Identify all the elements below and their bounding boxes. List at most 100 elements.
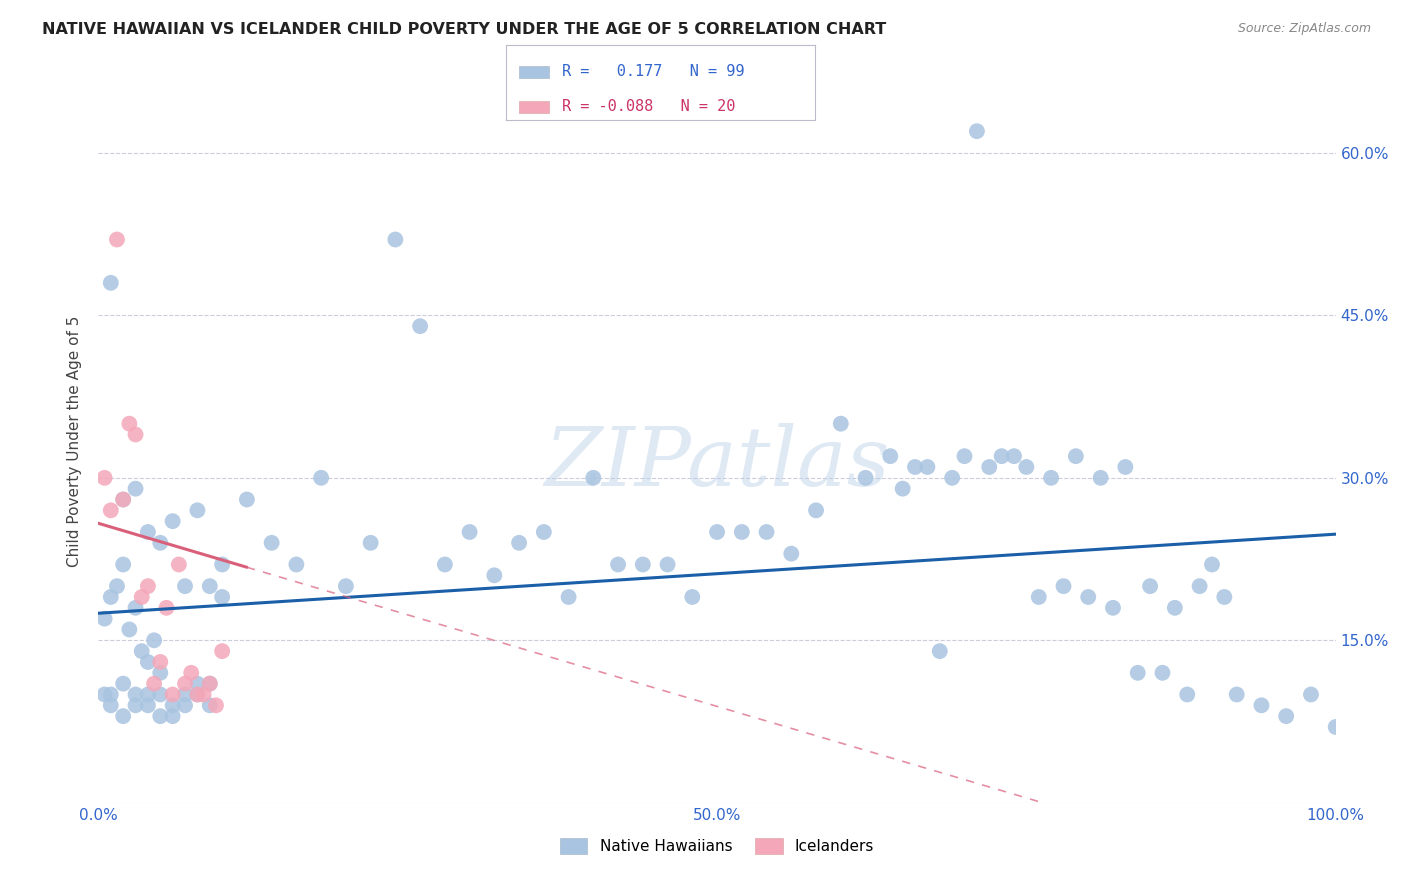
Point xyxy=(755,524,778,539)
Point xyxy=(657,558,679,572)
Point xyxy=(879,449,901,463)
Point xyxy=(1250,698,1272,713)
Point xyxy=(360,536,382,550)
Point xyxy=(149,655,172,669)
Point xyxy=(112,709,135,723)
Point xyxy=(979,460,1001,475)
FancyBboxPatch shape xyxy=(519,66,550,78)
Point xyxy=(458,524,481,539)
Point xyxy=(112,492,135,507)
Point xyxy=(136,524,159,539)
Point xyxy=(186,688,208,702)
Point xyxy=(1040,471,1063,485)
Point xyxy=(174,698,197,713)
Point xyxy=(928,644,950,658)
Point xyxy=(136,579,159,593)
Point xyxy=(136,688,159,702)
Point xyxy=(124,600,146,615)
Point xyxy=(186,503,208,517)
Point xyxy=(1126,665,1149,680)
Point xyxy=(124,482,146,496)
Point xyxy=(143,676,166,690)
Point xyxy=(285,558,308,572)
Point xyxy=(1175,688,1198,702)
Point xyxy=(143,633,166,648)
Point xyxy=(198,676,221,690)
Point xyxy=(149,709,172,723)
Point xyxy=(335,579,357,593)
Legend: Native Hawaiians, Icelanders: Native Hawaiians, Icelanders xyxy=(554,832,880,860)
Point xyxy=(112,492,135,507)
Point xyxy=(607,558,630,572)
Point xyxy=(149,536,172,550)
Point xyxy=(731,524,754,539)
Y-axis label: Child Poverty Under the Age of 5: Child Poverty Under the Age of 5 xyxy=(67,316,83,567)
Point xyxy=(917,460,939,475)
FancyBboxPatch shape xyxy=(519,101,550,112)
Point xyxy=(966,124,988,138)
Point xyxy=(631,558,654,572)
Point xyxy=(1002,449,1025,463)
Point xyxy=(1077,590,1099,604)
Point xyxy=(211,558,233,572)
Point xyxy=(180,665,202,680)
Point xyxy=(1275,709,1298,723)
Point xyxy=(533,524,555,539)
Point xyxy=(706,524,728,539)
Point xyxy=(193,688,215,702)
Point xyxy=(118,623,141,637)
Point xyxy=(186,676,208,690)
Point xyxy=(953,449,976,463)
Point xyxy=(198,676,221,690)
Point xyxy=(167,558,190,572)
Point xyxy=(93,688,115,702)
Point xyxy=(1102,600,1125,615)
Point xyxy=(136,698,159,713)
Point xyxy=(1090,471,1112,485)
Point xyxy=(131,644,153,658)
Point xyxy=(1064,449,1087,463)
Point xyxy=(1114,460,1136,475)
Point xyxy=(1139,579,1161,593)
Point xyxy=(855,471,877,485)
Point xyxy=(582,471,605,485)
Point xyxy=(100,590,122,604)
Text: Source: ZipAtlas.com: Source: ZipAtlas.com xyxy=(1237,22,1371,36)
Point xyxy=(508,536,530,550)
Point xyxy=(1299,688,1322,702)
Point xyxy=(1015,460,1038,475)
Point xyxy=(990,449,1012,463)
Point xyxy=(100,698,122,713)
Point xyxy=(174,676,197,690)
Text: R =   0.177   N = 99: R = 0.177 N = 99 xyxy=(562,64,744,79)
Point xyxy=(174,579,197,593)
Point xyxy=(1152,665,1174,680)
Point xyxy=(891,482,914,496)
Point xyxy=(904,460,927,475)
Point xyxy=(1201,558,1223,572)
Text: ZIPatlas: ZIPatlas xyxy=(544,423,890,503)
Point xyxy=(198,579,221,593)
Point xyxy=(112,558,135,572)
Point xyxy=(384,233,406,247)
Point xyxy=(105,579,128,593)
Text: R = -0.088   N = 20: R = -0.088 N = 20 xyxy=(562,99,735,114)
Point xyxy=(124,688,146,702)
Point xyxy=(105,233,128,247)
Point xyxy=(149,688,172,702)
Point xyxy=(211,644,233,658)
Point xyxy=(186,688,208,702)
Point xyxy=(484,568,506,582)
Point xyxy=(1164,600,1187,615)
Point xyxy=(433,558,456,572)
Point xyxy=(124,427,146,442)
Point xyxy=(236,492,259,507)
Point xyxy=(162,514,184,528)
Point xyxy=(198,698,221,713)
Point xyxy=(162,688,184,702)
Point xyxy=(409,319,432,334)
Point xyxy=(211,590,233,604)
Point xyxy=(124,698,146,713)
Point xyxy=(205,698,228,713)
Point xyxy=(118,417,141,431)
